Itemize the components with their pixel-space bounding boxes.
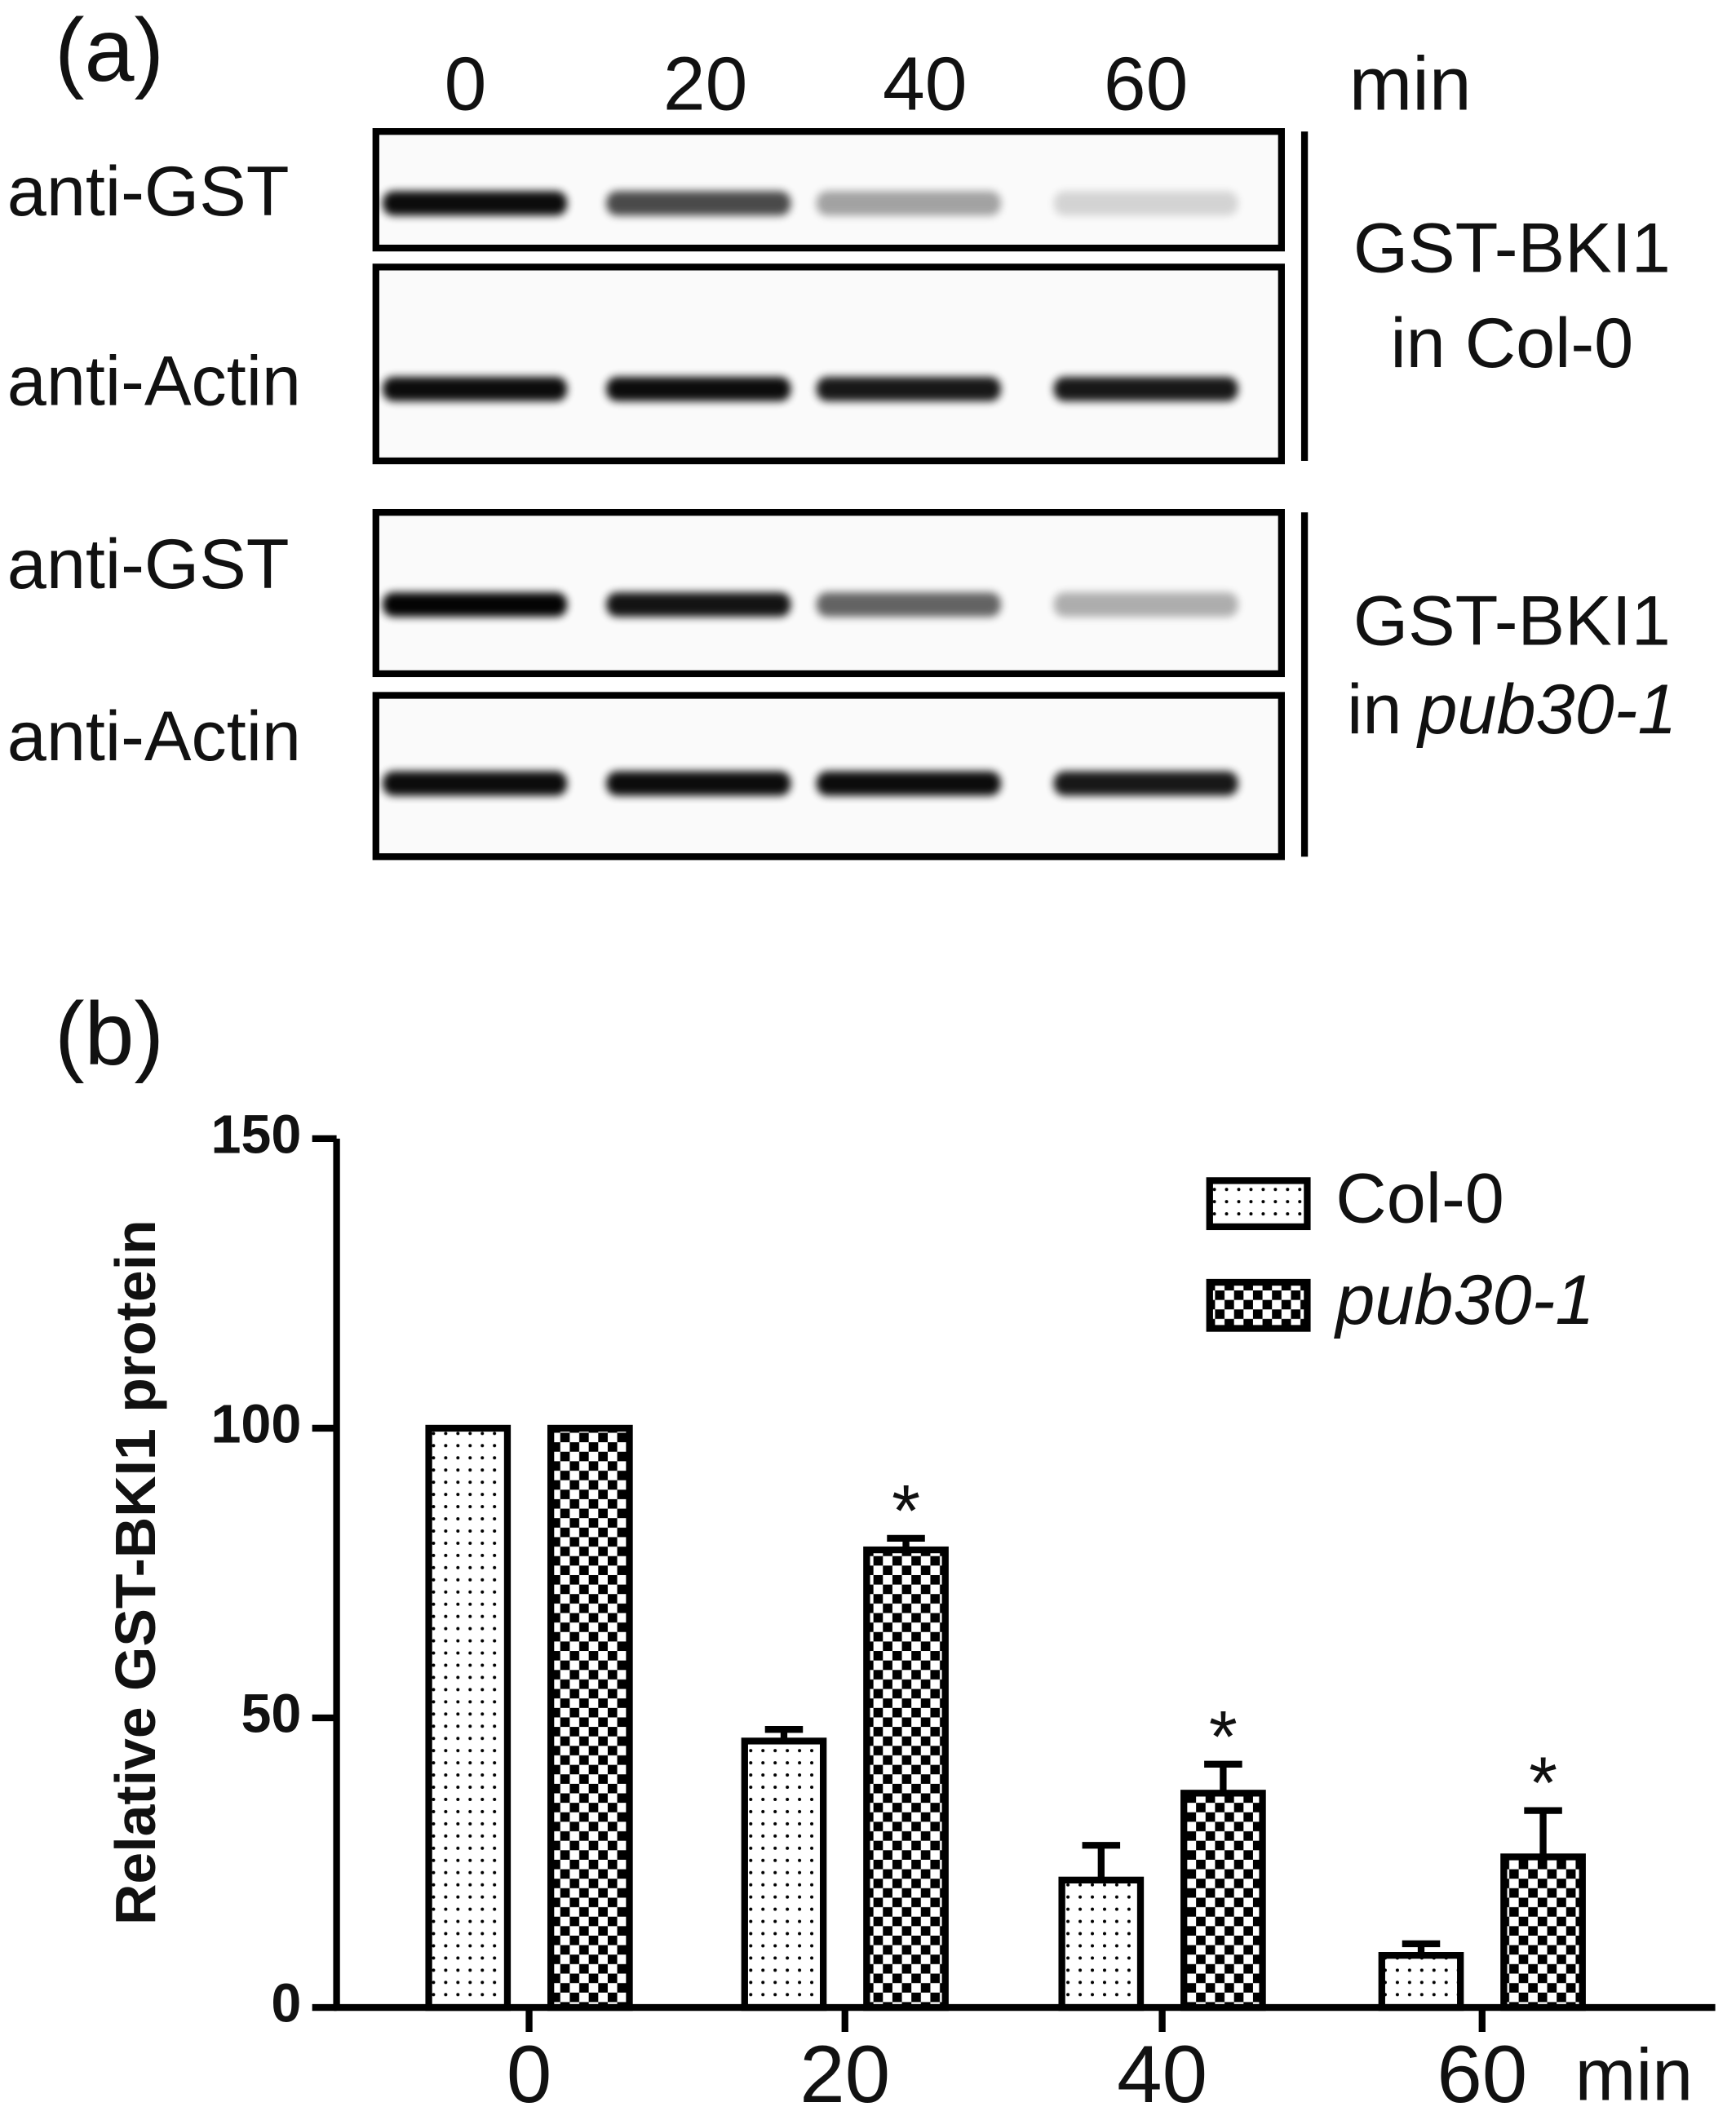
x-tick-label: 60 bbox=[1437, 2029, 1527, 2120]
bar bbox=[741, 1737, 827, 2012]
group-label-part: in bbox=[1347, 671, 1402, 749]
group-label-part: in Col-0 bbox=[1390, 304, 1633, 383]
x-tick-label: 20 bbox=[799, 2029, 890, 2120]
blot-band bbox=[383, 771, 568, 796]
blot-band bbox=[1053, 771, 1238, 796]
blot-band bbox=[816, 191, 1001, 216]
legend-swatch bbox=[1206, 1278, 1311, 1332]
panel-label: (a) bbox=[55, 1, 164, 100]
y-axis-label: Relative GST-BKI1 protein bbox=[104, 1219, 167, 1925]
error-bar bbox=[1204, 1760, 1242, 1794]
group-label: GST-BKI1 bbox=[1353, 582, 1671, 661]
blot-band bbox=[606, 592, 791, 617]
bar bbox=[1058, 1876, 1145, 2012]
lane-label: 60 bbox=[1104, 41, 1189, 126]
error-bar bbox=[764, 1726, 804, 1742]
y-tick-label: 50 bbox=[241, 1684, 301, 1745]
legend-label: pub30-1 bbox=[1333, 1261, 1594, 1339]
x-tick-label: 0 bbox=[507, 2029, 551, 2120]
blot-band bbox=[816, 771, 1001, 796]
blot-band bbox=[383, 376, 568, 401]
blot-band bbox=[1053, 376, 1238, 401]
blot-frame bbox=[372, 263, 1285, 465]
significance: * bbox=[892, 1471, 920, 1552]
bar bbox=[547, 1424, 633, 2012]
group-label: GST-BKI1 bbox=[1353, 210, 1671, 288]
bar bbox=[1378, 1952, 1464, 2012]
y-tick-label: 150 bbox=[210, 1104, 301, 1165]
blot-band bbox=[383, 191, 568, 216]
y-tick-label: 100 bbox=[210, 1395, 301, 1455]
blot-band bbox=[816, 592, 1001, 617]
bar bbox=[863, 1546, 949, 2012]
row-label: anti-GST bbox=[7, 153, 290, 231]
blot-band bbox=[606, 191, 791, 216]
blot-band bbox=[606, 376, 791, 401]
blot-band bbox=[383, 592, 568, 617]
blot-band bbox=[816, 376, 1001, 401]
lane-label: 40 bbox=[883, 41, 968, 126]
y-tick-label: 0 bbox=[271, 1974, 301, 2034]
row-label: anti-GST bbox=[7, 525, 290, 604]
time-unit: min bbox=[1349, 41, 1472, 126]
blot-band bbox=[606, 771, 791, 796]
x-tick-label: 40 bbox=[1117, 2029, 1207, 2120]
blot-band bbox=[1053, 191, 1238, 216]
error-bar bbox=[1082, 1842, 1121, 1880]
lane-label: 20 bbox=[663, 41, 748, 126]
error-bar bbox=[887, 1534, 925, 1551]
legend-swatch bbox=[1206, 1177, 1311, 1231]
significance: * bbox=[1529, 1743, 1557, 1825]
error-bar bbox=[1524, 1807, 1562, 1857]
significance: * bbox=[1209, 1697, 1238, 1778]
lane-label: 0 bbox=[445, 41, 487, 126]
bar bbox=[1180, 1790, 1266, 2012]
group-label: in Col-0 bbox=[1390, 304, 1633, 383]
legend-label: Col-0 bbox=[1335, 1159, 1504, 1237]
row-label: anti-Actin bbox=[7, 697, 301, 776]
blot-band bbox=[1053, 592, 1238, 617]
x-unit: min bbox=[1575, 2035, 1694, 2117]
group-label: in pub30-1 bbox=[1347, 671, 1676, 749]
bar bbox=[425, 1424, 512, 2012]
bar bbox=[1500, 1853, 1586, 2012]
blot-frame bbox=[372, 128, 1285, 252]
row-label: anti-Actin bbox=[7, 342, 301, 420]
panel-label: (b) bbox=[55, 985, 164, 1084]
group-label-italic: pub30-1 bbox=[1415, 671, 1676, 749]
error-bar bbox=[1402, 1940, 1441, 1956]
